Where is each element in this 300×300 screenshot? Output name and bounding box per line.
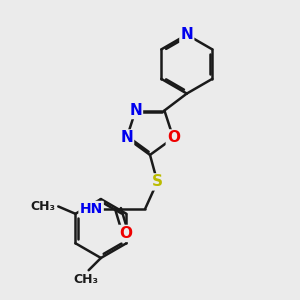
Text: N: N [129, 103, 142, 118]
Text: S: S [152, 174, 163, 189]
Text: N: N [180, 27, 193, 42]
Text: O: O [167, 130, 180, 146]
Text: N: N [120, 130, 133, 146]
Text: CH₃: CH₃ [74, 273, 99, 286]
Text: CH₃: CH₃ [31, 200, 56, 213]
Text: HN: HN [80, 202, 103, 216]
Text: O: O [119, 226, 132, 241]
